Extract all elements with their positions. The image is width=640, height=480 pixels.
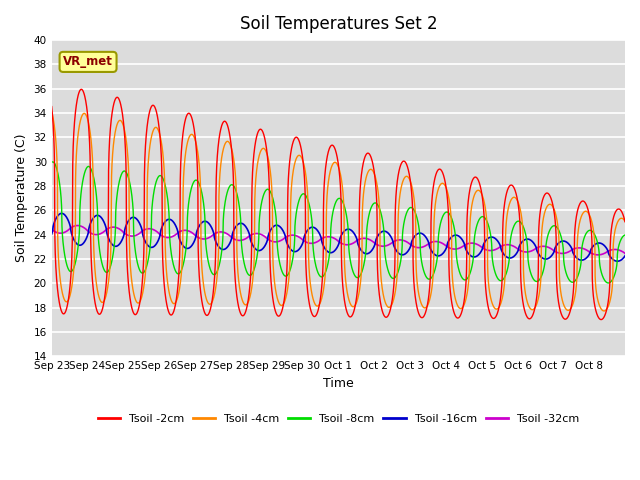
X-axis label: Time: Time bbox=[323, 377, 354, 390]
Tsoil -4cm bbox=[621, 218, 629, 224]
Tsoil -2cm bbox=[472, 174, 479, 180]
Tsoil -16cm bbox=[419, 231, 426, 237]
Tsoil -16cm bbox=[58, 211, 65, 216]
Tsoil -8cm bbox=[419, 264, 426, 270]
Line: Tsoil -16cm: Tsoil -16cm bbox=[52, 214, 625, 261]
Tsoil -4cm bbox=[48, 109, 56, 115]
Tsoil -2cm bbox=[488, 315, 496, 321]
Tsoil -8cm bbox=[147, 240, 154, 246]
Tsoil -2cm bbox=[147, 106, 154, 111]
Tsoil -4cm bbox=[472, 190, 479, 196]
Tsoil -4cm bbox=[488, 300, 496, 306]
Tsoil -8cm bbox=[497, 278, 504, 284]
Tsoil -32cm bbox=[497, 243, 504, 249]
Legend: Tsoil -2cm, Tsoil -4cm, Tsoil -8cm, Tsoil -16cm, Tsoil -32cm: Tsoil -2cm, Tsoil -4cm, Tsoil -8cm, Tsoi… bbox=[93, 409, 584, 428]
Tsoil -32cm bbox=[594, 252, 602, 258]
Tsoil -16cm bbox=[614, 258, 621, 264]
Tsoil -8cm bbox=[488, 255, 496, 261]
Text: VR_met: VR_met bbox=[63, 55, 113, 69]
Tsoil -16cm bbox=[147, 244, 154, 250]
Tsoil -2cm bbox=[77, 86, 85, 92]
Tsoil -2cm bbox=[419, 314, 426, 320]
Tsoil -8cm bbox=[604, 280, 612, 286]
Tsoil -32cm bbox=[430, 239, 438, 244]
Tsoil -2cm bbox=[48, 104, 56, 109]
Tsoil -16cm bbox=[48, 231, 56, 237]
Tsoil -2cm bbox=[621, 219, 629, 225]
Tsoil -8cm bbox=[430, 269, 438, 275]
Line: Tsoil -8cm: Tsoil -8cm bbox=[52, 162, 625, 283]
Line: Tsoil -2cm: Tsoil -2cm bbox=[52, 89, 625, 320]
Tsoil -2cm bbox=[497, 294, 504, 300]
Tsoil -2cm bbox=[430, 179, 438, 185]
Tsoil -8cm bbox=[49, 159, 56, 165]
Tsoil -16cm bbox=[488, 234, 496, 240]
Tsoil -8cm bbox=[621, 232, 629, 238]
Tsoil -32cm bbox=[621, 251, 629, 256]
Tsoil -4cm bbox=[430, 220, 438, 226]
Tsoil -4cm bbox=[600, 308, 608, 314]
Tsoil -2cm bbox=[597, 317, 605, 323]
Tsoil -32cm bbox=[74, 223, 81, 228]
Tsoil -4cm bbox=[147, 140, 154, 145]
Tsoil -8cm bbox=[472, 228, 479, 234]
Tsoil -32cm bbox=[472, 241, 479, 247]
Tsoil -16cm bbox=[621, 253, 629, 259]
Tsoil -16cm bbox=[497, 244, 504, 250]
Tsoil -32cm bbox=[48, 227, 56, 232]
Tsoil -16cm bbox=[472, 254, 479, 260]
Line: Tsoil -32cm: Tsoil -32cm bbox=[52, 226, 625, 255]
Tsoil -8cm bbox=[48, 159, 56, 165]
Line: Tsoil -4cm: Tsoil -4cm bbox=[52, 112, 625, 311]
Tsoil -4cm bbox=[419, 303, 426, 309]
Tsoil -32cm bbox=[488, 248, 496, 253]
Tsoil -4cm bbox=[497, 301, 504, 307]
Title: Soil Temperatures Set 2: Soil Temperatures Set 2 bbox=[239, 15, 437, 33]
Tsoil -32cm bbox=[147, 226, 154, 232]
Y-axis label: Soil Temperature (C): Soil Temperature (C) bbox=[15, 134, 28, 263]
Tsoil -16cm bbox=[430, 251, 438, 257]
Tsoil -32cm bbox=[419, 244, 426, 250]
